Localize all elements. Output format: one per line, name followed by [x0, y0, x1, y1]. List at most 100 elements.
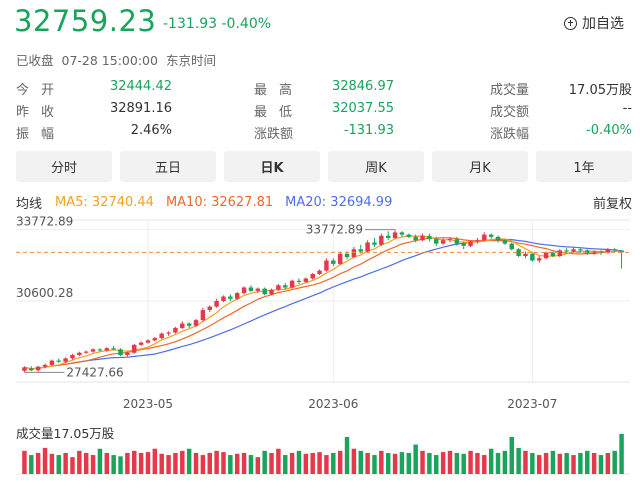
stats-panel: 今开 32444.42 最高 32846.97 成交量 17.05万股 昨收 3…	[16, 79, 632, 145]
volume-bar	[440, 452, 446, 474]
x-tick-label: 2023-07	[507, 397, 557, 411]
candle-body	[77, 352, 82, 355]
volume-bar	[138, 452, 144, 474]
tab-daily-k[interactable]: 日K	[224, 151, 320, 182]
market-state: 已收盘	[16, 53, 54, 68]
candle-body	[310, 274, 315, 279]
ma10-line	[24, 237, 622, 370]
market-status: 已收盘 07-28 15:00:00 东京时间	[16, 50, 224, 69]
candle-body	[125, 352, 130, 355]
candle-body	[248, 287, 254, 291]
candle-body	[523, 253, 528, 256]
candle-body	[152, 338, 158, 341]
candle-body	[612, 249, 617, 251]
candle-body	[221, 296, 226, 301]
volume-bar	[77, 450, 82, 474]
candle-body	[159, 333, 164, 339]
open-value: 32444.42	[109, 79, 172, 94]
candle-body	[564, 250, 569, 252]
volume-bar	[358, 450, 363, 474]
volume-bar	[303, 453, 309, 474]
candle-body	[591, 251, 597, 254]
prev-close-value: 32891.16	[109, 101, 172, 116]
volume-bar	[63, 452, 68, 474]
volume-bar	[221, 452, 226, 474]
candle-body	[317, 270, 322, 274]
volume-bar	[337, 450, 343, 474]
candle-body	[104, 348, 110, 351]
volume-bar	[145, 452, 151, 474]
turnover-value: --	[622, 101, 632, 116]
volume-bar	[125, 452, 130, 474]
high-marker-label: 33772.89	[306, 223, 363, 237]
volume-bar	[97, 448, 103, 474]
volume-bar	[413, 444, 418, 474]
volume-bar	[132, 450, 137, 474]
candle-body	[530, 253, 535, 261]
candle-body	[461, 243, 466, 246]
volume-bar	[502, 450, 508, 474]
volume-bar	[523, 450, 528, 474]
ma5-value: MA5: 32740.44	[55, 195, 154, 210]
add-watchlist-button[interactable]: 加自选	[564, 13, 624, 33]
volume-bar	[262, 450, 267, 474]
ma20-value: MA20: 32694.99	[285, 195, 393, 210]
candle-body	[29, 368, 34, 371]
volume-bar	[557, 453, 563, 474]
candle-body	[619, 250, 624, 253]
candle-body	[585, 250, 590, 254]
volume-bar	[530, 452, 535, 474]
candle-body	[392, 232, 398, 238]
candle-body	[289, 280, 295, 288]
volume-bar	[351, 448, 357, 474]
volume-bar	[248, 455, 254, 474]
adjust-mode-button[interactable]: 前复权	[592, 197, 632, 212]
volume-bar	[193, 452, 199, 474]
candle-body	[468, 241, 473, 246]
volume-bar	[392, 453, 398, 474]
candle-body	[337, 253, 343, 264]
volume-bar	[83, 452, 89, 474]
candle-body	[186, 323, 192, 326]
candle-body	[440, 240, 446, 244]
candle-body	[372, 242, 377, 245]
stats-row-3: 振幅 2.46% 涨跌额 -131.93 涨跌幅 -0.40%	[16, 123, 632, 145]
tab-one-year[interactable]: 1年	[536, 151, 632, 182]
volume-bar	[495, 452, 501, 474]
volume-bar	[591, 452, 597, 474]
candle-body	[413, 236, 418, 241]
volume-bar	[454, 452, 460, 474]
volume-bar	[173, 452, 178, 474]
change-percent: -0.40%	[221, 16, 272, 32]
prev-close-label: 昨收	[16, 105, 67, 120]
candle-body	[536, 258, 542, 261]
candle-body	[255, 288, 261, 291]
candle-body	[63, 358, 68, 362]
volume-bar	[578, 452, 583, 474]
stats-row-1: 今开 32444.42 最高 32846.97 成交量 17.05万股	[16, 79, 632, 101]
volume-bar	[255, 457, 261, 474]
candle-body	[145, 340, 151, 343]
candle-body	[132, 344, 137, 353]
candle-body	[283, 285, 288, 288]
volume-bar	[166, 455, 171, 474]
tab-five-day[interactable]: 五日	[120, 151, 216, 182]
tab-weekly-k[interactable]: 周K	[328, 151, 424, 182]
tab-intraday[interactable]: 分时	[16, 151, 112, 182]
candle-body	[385, 235, 391, 238]
candle-body	[42, 364, 48, 367]
volume-bar	[468, 450, 473, 474]
candle-body	[406, 234, 412, 237]
tab-monthly-k[interactable]: 月K	[432, 151, 528, 182]
volume-bar	[56, 455, 61, 474]
volume-bar	[200, 455, 206, 474]
moving-average-legend: 均线 MA5: 32740.44 MA10: 32627.81 MA20: 32…	[16, 193, 632, 212]
candle-body	[241, 287, 247, 294]
amplitude-value: 2.46%	[130, 123, 172, 138]
low-marker-label: 27427.66	[66, 365, 123, 379]
kline-chart[interactable]: 33772.89 30600.28 33772.89 27427.66 2023-05 2…	[0, 212, 640, 488]
candle-body	[296, 280, 302, 282]
volume-bar	[434, 455, 439, 474]
volume-bar	[344, 436, 350, 474]
low-value: 32037.55	[331, 101, 394, 116]
